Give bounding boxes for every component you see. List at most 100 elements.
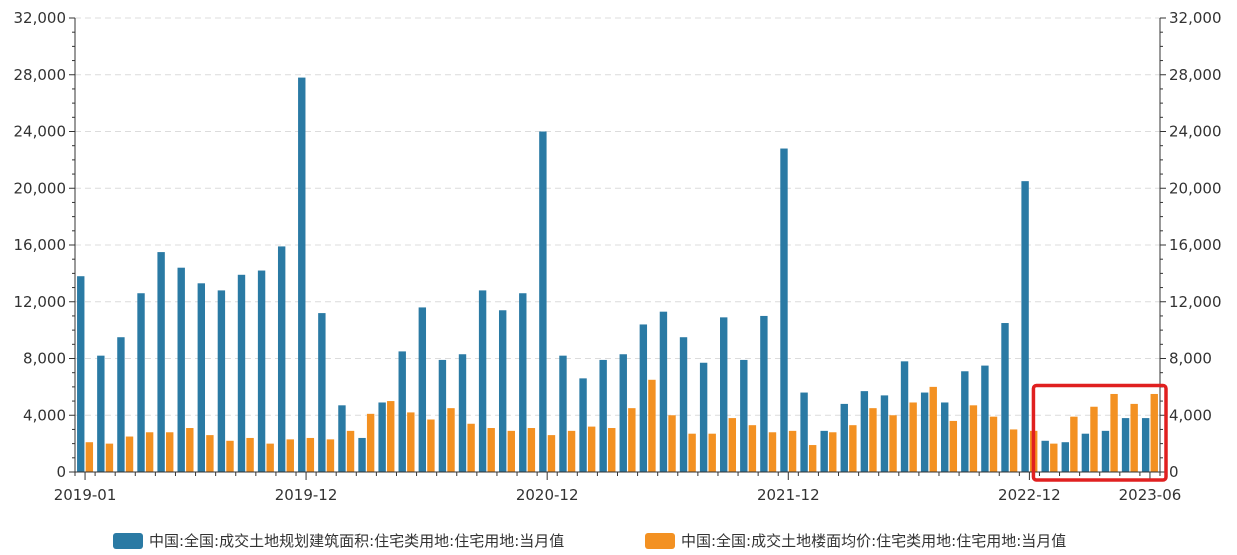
bar-area xyxy=(619,354,627,472)
bar-price xyxy=(648,379,656,472)
bar-price xyxy=(628,408,636,472)
bar-area xyxy=(780,148,788,472)
y-left-tick-label: 12,000 xyxy=(14,293,67,311)
bar-price xyxy=(869,408,877,472)
bar-area xyxy=(458,354,467,472)
y-left-tick-label: 24,000 xyxy=(14,123,67,141)
bar-area xyxy=(157,252,165,472)
bar-price xyxy=(226,440,234,472)
bar-area xyxy=(820,430,828,472)
bar-price xyxy=(1090,406,1098,472)
bar-area xyxy=(1041,440,1049,472)
bar-area xyxy=(699,362,708,472)
bar-area xyxy=(1001,323,1009,472)
bar-price xyxy=(346,430,355,472)
bar-price xyxy=(748,425,757,472)
highlight-layer xyxy=(1031,383,1168,482)
bar-price xyxy=(507,430,515,472)
bar-area xyxy=(740,359,748,472)
bar-price xyxy=(989,416,998,472)
y-right-tick-label: 12,000 xyxy=(1169,293,1222,311)
bar-price xyxy=(1009,429,1018,472)
bar-price xyxy=(829,432,837,472)
bar-price xyxy=(387,401,395,472)
bar-price xyxy=(728,418,737,472)
y-right-tick-label: 24,000 xyxy=(1169,123,1222,141)
bar-area xyxy=(941,402,949,472)
bar-price xyxy=(467,423,475,472)
bar-area xyxy=(880,395,889,472)
bar-area xyxy=(197,283,206,472)
legend-label-area: 中国:全国:成交土地规划建筑面积:住宅类用地:住宅用地:当月值 xyxy=(149,532,565,550)
bar-area xyxy=(800,392,808,472)
bar-price xyxy=(487,428,495,472)
bar-price xyxy=(1070,416,1078,472)
bar-price xyxy=(889,415,897,472)
bar-area xyxy=(498,310,507,472)
bar-price xyxy=(708,433,716,472)
bar-area xyxy=(920,392,929,472)
y-left-tick-label: 8,000 xyxy=(23,350,66,368)
bar-area xyxy=(1141,418,1150,472)
chart: 0 0 4,000 4,000 8,000 8,000 12,000 12,000 16,000… xyxy=(14,9,1222,504)
bar-price xyxy=(326,439,335,472)
y-right-tick-label: 16,000 xyxy=(1169,236,1222,254)
bar-area xyxy=(97,355,105,472)
bar-area xyxy=(1081,433,1090,472)
bar-price xyxy=(145,432,154,472)
bar-price xyxy=(1130,403,1138,472)
y-right-tick-label: 8,000 xyxy=(1169,350,1212,368)
bar-price xyxy=(808,445,817,472)
bar-area xyxy=(398,351,406,472)
bar-area xyxy=(559,355,567,472)
bar-area xyxy=(378,402,386,472)
y-left-tick-label: 28,000 xyxy=(14,66,67,84)
bar-price xyxy=(125,436,134,472)
x-tick-label: 2023-06 xyxy=(1119,486,1182,504)
y-right-tick-label: 4,000 xyxy=(1169,406,1212,424)
grid-lines xyxy=(75,17,1160,416)
bar-area xyxy=(900,361,909,472)
x-tick-label: 2019-01 xyxy=(54,486,117,504)
bar-price xyxy=(547,435,556,472)
legend-swatch-price xyxy=(645,532,675,549)
legend-item-price[interactable]: 中国:全国:成交土地楼面均价:住宅类用地:住宅用地:当月值 xyxy=(645,530,1066,551)
bar-area xyxy=(257,270,266,472)
bar-area xyxy=(1061,442,1069,472)
bar-area xyxy=(579,378,587,472)
bar-area xyxy=(418,307,427,472)
y-left-tick-label: 32,000 xyxy=(14,9,67,27)
bar-price xyxy=(1110,393,1118,472)
bar-area xyxy=(318,313,326,472)
y-right-tick-label: 0 xyxy=(1169,463,1179,481)
y-right-tick-label: 28,000 xyxy=(1169,66,1222,84)
legend-swatch-area xyxy=(113,532,143,549)
y-left-tick-label: 0 xyxy=(56,463,66,481)
bar-area xyxy=(438,359,447,472)
x-tick-label: 2019-12 xyxy=(275,486,338,504)
bar-area xyxy=(720,317,728,472)
bar-area xyxy=(137,293,145,472)
legend-item-area[interactable]: 中国:全国:成交土地规划建筑面积:住宅类用地:住宅用地:当月值 xyxy=(113,530,564,551)
bar-price xyxy=(105,443,114,472)
bar-area xyxy=(961,371,969,472)
bar-price xyxy=(768,432,777,472)
bar-price xyxy=(1150,393,1158,472)
y-right-tick-label: 32,000 xyxy=(1169,9,1222,27)
y-left-tick-label: 4,000 xyxy=(23,406,66,424)
bar-area xyxy=(217,290,226,472)
bar-price xyxy=(427,419,435,472)
bar-area xyxy=(77,276,85,472)
axes: 0 0 4,000 4,000 8,000 8,000 12,000 12,000 16,000… xyxy=(14,9,1222,504)
bar-price xyxy=(286,439,294,472)
bar-price xyxy=(366,413,375,472)
bar-area xyxy=(981,365,989,472)
bars xyxy=(77,77,1158,473)
bar-price xyxy=(608,428,616,472)
bar-price xyxy=(1050,443,1058,472)
y-right-tick-label: 20,000 xyxy=(1169,179,1222,197)
bar-price xyxy=(668,415,676,472)
bar-price xyxy=(909,402,917,472)
bar-area xyxy=(358,437,366,472)
bar-price xyxy=(447,408,455,472)
